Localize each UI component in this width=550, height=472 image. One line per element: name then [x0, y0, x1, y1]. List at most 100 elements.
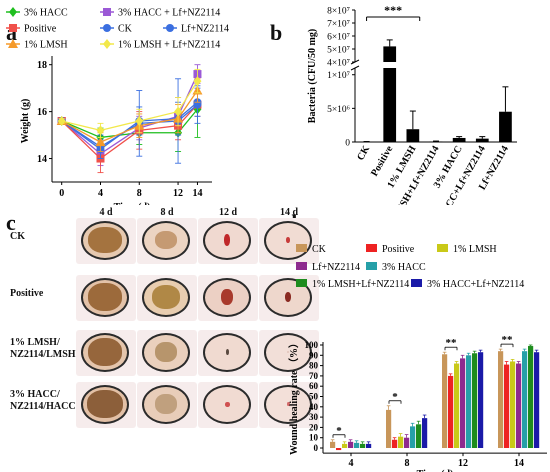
wound-healing-bar-chart: CK Positive 1% LMSH Lf+NZ2114 3% HACC 1% LMSH… — [287, 244, 547, 472]
y-axis-title: Bacteria (CFU/50 mg) — [307, 29, 318, 123]
wound-ring — [81, 333, 129, 372]
wound-ring — [81, 278, 129, 317]
x-tick-label: 8 — [137, 188, 142, 199]
y-tick-label: 10 — [309, 433, 319, 443]
bar — [348, 441, 354, 448]
legend-label: 1% LMSH + Lf+NZ2114 — [118, 40, 220, 51]
wound-photo — [198, 218, 258, 264]
legend-marker — [8, 39, 18, 48]
legend-swatch — [296, 279, 307, 287]
wound-area — [221, 289, 233, 305]
bar — [452, 137, 466, 142]
wound-ring — [142, 333, 190, 372]
photo-column-label: 4 d — [99, 207, 113, 218]
legend-swatch — [366, 244, 377, 252]
wound-area — [287, 351, 289, 353]
data-point — [95, 137, 106, 147]
bar — [448, 375, 454, 448]
bar — [460, 358, 466, 448]
bacteria-bar-chart: 4×10⁷ 5×10⁷ 6×10⁷ 7×10⁷ 8×10⁷ 0 5×10⁶ 1×10⁷ Bact… — [307, 3, 517, 205]
y-tick-label: 100 — [305, 340, 319, 350]
legend-label: CK — [312, 244, 327, 255]
photo-row-label: CK — [10, 231, 25, 242]
photo-column-label: 12 d — [218, 207, 238, 218]
wound-ring — [264, 385, 312, 424]
wound-area — [224, 401, 230, 407]
wound-photo — [137, 330, 197, 376]
wound-area — [285, 292, 291, 302]
legend-swatch — [437, 244, 448, 252]
legend-label: 3% HACC + Lf+NZ2114 — [118, 8, 220, 19]
photo-row-label: Positive — [10, 288, 44, 299]
bar — [516, 363, 522, 448]
x-tick-label: 14 — [514, 458, 524, 469]
wound-photo — [76, 382, 136, 428]
bar — [406, 129, 420, 142]
legend-label: CK — [118, 24, 133, 35]
legend-swatch — [366, 262, 377, 270]
bar — [528, 346, 534, 448]
legend-marker — [103, 8, 111, 16]
panel-b-label: b — [270, 20, 283, 45]
panel-a-label: a — [6, 20, 17, 45]
legend-marker — [9, 7, 17, 17]
wound-ring — [203, 221, 251, 260]
legend-marker — [103, 24, 111, 32]
y-tick-label: 40 — [309, 402, 319, 412]
photo-row-label: 1% LMSH/ NZ2114/LMSH — [10, 337, 76, 360]
bar — [442, 354, 448, 448]
wound-area — [225, 349, 229, 355]
y-tick-label: 16 — [37, 107, 47, 118]
bar — [330, 441, 336, 448]
wound-ring — [142, 221, 190, 260]
bar — [522, 351, 528, 448]
wound-area — [88, 283, 122, 311]
wound-photo — [76, 218, 136, 264]
wound-area — [155, 342, 177, 362]
legend-swatch — [296, 262, 307, 270]
bar — [366, 443, 372, 448]
significance-label: ** — [502, 334, 514, 346]
wound-photo — [198, 382, 258, 428]
y-tick-label: 0 — [345, 139, 350, 149]
significance-label: ** — [446, 337, 458, 349]
legend-label: Lf+NZ2114 — [312, 262, 360, 273]
data-point — [57, 116, 66, 126]
wound-ring — [264, 333, 312, 372]
wound-photo — [259, 382, 319, 428]
legend-marker — [9, 24, 17, 32]
legend-swatch — [411, 279, 422, 287]
y-tick-label: 1×10⁷ — [327, 71, 350, 81]
bar — [404, 437, 410, 448]
panel-c-label: c — [6, 210, 16, 235]
x-tick-label: 8 — [405, 458, 410, 469]
y-tick-label: 14 — [37, 154, 47, 165]
legend-label: 1% LMSH+Lf+NZ2114 — [312, 279, 409, 290]
legend-label: Positive — [382, 244, 415, 255]
y-tick-label: 30 — [309, 412, 319, 422]
wound-photo — [259, 330, 319, 376]
x-axis-title: Time (d) — [114, 202, 151, 205]
bar — [392, 439, 398, 448]
y-tick-label: 5×10⁷ — [327, 46, 350, 56]
bar — [472, 353, 478, 448]
y-tick-label: 50 — [309, 392, 319, 402]
y-tick-label: 20 — [309, 422, 319, 432]
x-tick-label: 4 — [349, 458, 354, 469]
y-tick-label: 4×10⁷ — [327, 59, 350, 69]
wound-area — [87, 390, 123, 418]
y-tick-label: 70 — [309, 371, 319, 381]
wound-ring — [264, 221, 312, 260]
legend-label: Lf+NZ2114 — [181, 24, 229, 35]
bar — [342, 443, 348, 448]
wound-ring — [81, 221, 129, 260]
wound-photo — [198, 330, 258, 376]
x-axis-title: Time (d) — [417, 469, 454, 472]
wound-photo — [76, 330, 136, 376]
x-tick-label: 4 — [98, 188, 103, 199]
bar — [454, 363, 460, 448]
bar — [354, 442, 360, 448]
wound-photo — [198, 275, 258, 321]
bar — [504, 364, 510, 448]
wound-photo-grid: 4 d 8 d 12 d 14 d CK Positive 1% LMSH/ NZ2114/… — [0, 205, 319, 472]
